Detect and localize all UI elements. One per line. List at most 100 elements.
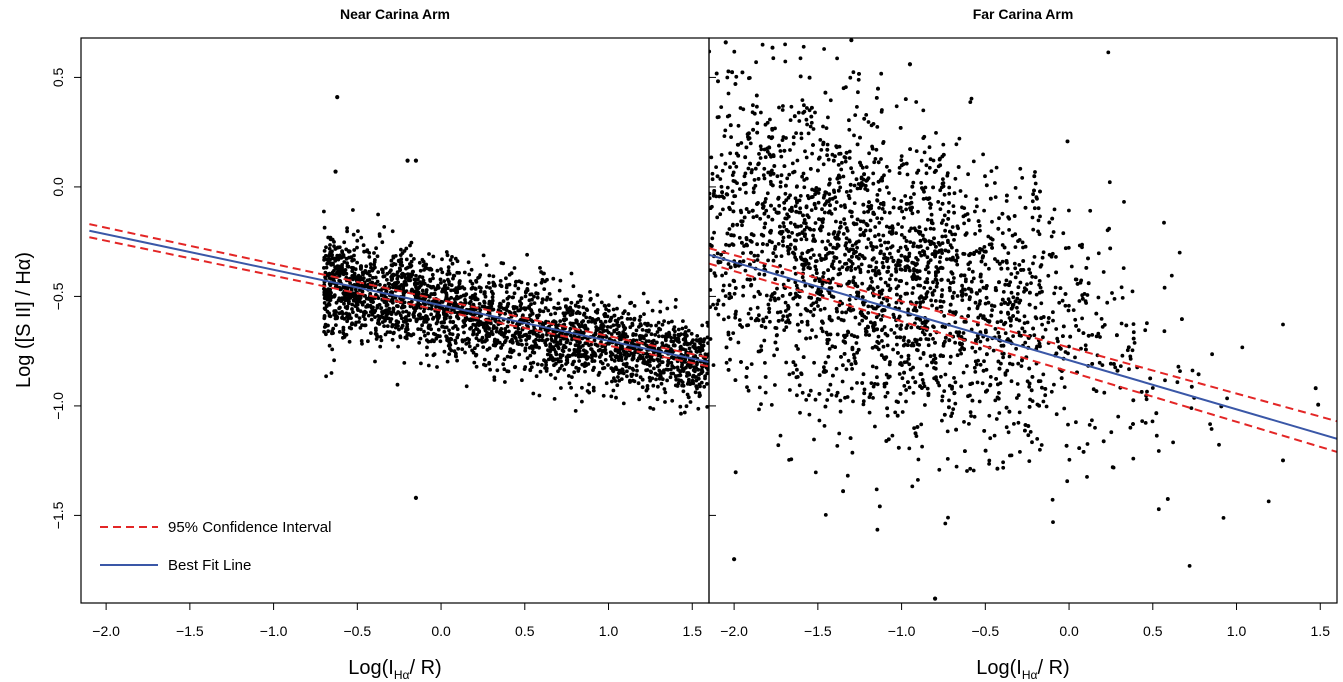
data-point	[489, 304, 494, 309]
data-point	[603, 347, 608, 352]
data-point	[486, 305, 490, 310]
data-point	[928, 226, 933, 231]
data-point	[947, 398, 951, 403]
data-point	[748, 307, 753, 311]
data-point	[726, 315, 731, 320]
data-point	[764, 315, 769, 320]
data-point	[665, 363, 670, 368]
data-point	[856, 290, 861, 295]
data-point	[351, 291, 356, 296]
data-point	[745, 385, 749, 389]
data-point	[1067, 303, 1071, 308]
data-point	[370, 268, 375, 273]
data-point	[619, 343, 623, 348]
data-point	[663, 334, 668, 339]
data-point	[546, 308, 551, 313]
data-point	[1043, 327, 1048, 332]
data-point	[666, 367, 670, 372]
data-point	[1008, 318, 1013, 323]
data-point	[503, 380, 507, 384]
data-point	[754, 214, 759, 219]
data-point	[981, 152, 985, 157]
data-point	[736, 142, 741, 147]
data-point	[725, 185, 730, 190]
data-point	[928, 157, 933, 162]
data-point	[332, 268, 336, 273]
data-point	[1046, 320, 1051, 325]
data-point	[1083, 299, 1088, 304]
panel-title: Far Carina Arm	[973, 6, 1074, 22]
data-point	[660, 341, 665, 346]
data-point	[344, 296, 349, 300]
data-point	[862, 210, 866, 215]
data-point	[505, 354, 510, 359]
data-point	[793, 291, 798, 296]
data-point	[421, 278, 426, 283]
data-point	[460, 285, 465, 289]
data-point	[411, 269, 415, 274]
data-point	[370, 312, 375, 317]
data-point	[719, 105, 724, 109]
data-point	[826, 354, 831, 359]
data-point	[923, 239, 928, 244]
data-point	[835, 56, 839, 61]
data-point	[859, 262, 864, 267]
data-point	[572, 370, 577, 375]
data-point	[544, 343, 548, 347]
data-point	[621, 311, 626, 316]
data-point	[752, 111, 757, 116]
data-point	[705, 320, 709, 325]
data-point	[765, 191, 770, 196]
data-point	[455, 327, 460, 332]
data-point	[755, 305, 760, 310]
data-point	[450, 255, 454, 259]
data-point	[923, 403, 927, 407]
data-point	[501, 362, 506, 367]
data-point	[830, 251, 835, 255]
data-point	[558, 338, 563, 343]
data-point	[609, 394, 614, 399]
data-point	[332, 309, 337, 314]
data-point	[1080, 242, 1084, 247]
data-point	[1016, 330, 1021, 335]
data-point	[447, 279, 451, 284]
data-point	[345, 319, 349, 324]
data-point	[719, 184, 724, 189]
data-point	[882, 210, 887, 215]
data-point	[943, 372, 948, 377]
data-point	[1009, 379, 1014, 384]
data-point	[815, 297, 820, 301]
data-point	[713, 274, 718, 278]
data-point	[1035, 437, 1040, 441]
data-point	[732, 161, 736, 166]
data-point	[801, 44, 806, 49]
data-point	[765, 242, 770, 247]
data-point	[626, 312, 631, 316]
data-point	[353, 304, 358, 308]
data-point	[359, 267, 363, 271]
data-point	[577, 359, 582, 363]
data-point	[436, 327, 441, 332]
data-point	[682, 410, 687, 415]
data-point	[870, 146, 875, 151]
data-point	[548, 297, 553, 302]
data-point	[858, 219, 863, 224]
data-point	[323, 324, 328, 329]
data-point	[1090, 418, 1094, 423]
data-point	[1028, 271, 1033, 275]
data-point	[615, 306, 619, 311]
data-point	[730, 189, 735, 194]
data-point	[894, 231, 898, 236]
data-point	[568, 341, 573, 346]
data-point	[453, 324, 457, 328]
data-point	[1041, 372, 1046, 377]
data-point	[1015, 292, 1020, 296]
data-point	[907, 251, 912, 256]
data-point	[636, 381, 641, 386]
data-point	[684, 404, 689, 409]
data-point	[371, 275, 375, 280]
data-point	[840, 160, 844, 165]
data-point	[1027, 302, 1032, 307]
data-point	[662, 319, 666, 323]
data-point	[898, 362, 902, 366]
